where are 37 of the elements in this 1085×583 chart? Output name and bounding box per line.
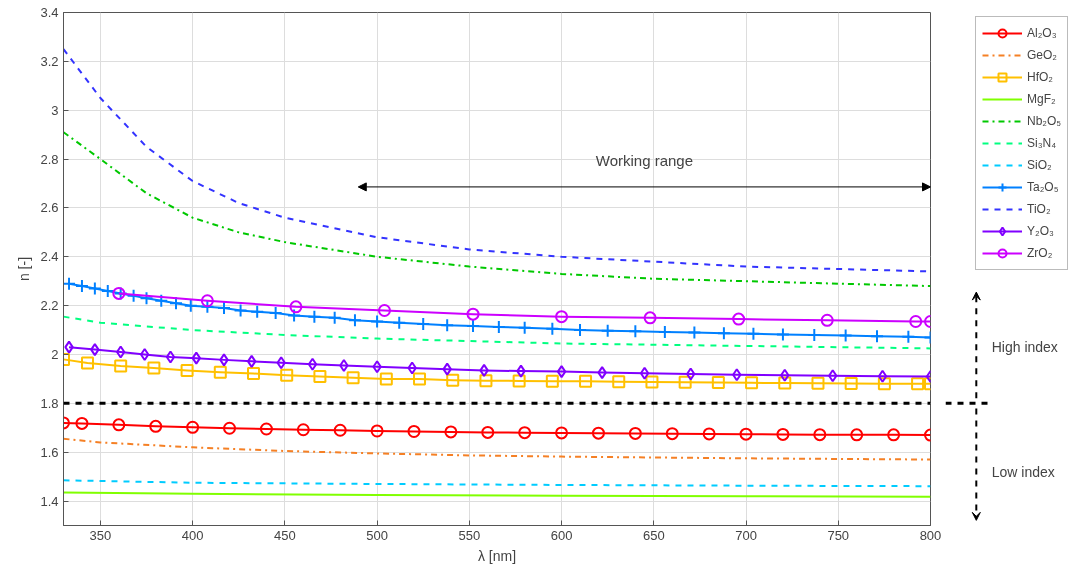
- legend-label: Si₃N₄: [1027, 136, 1057, 150]
- text: Low index: [991, 464, 1055, 481]
- x-tick-label: 750: [827, 527, 850, 543]
- x-tick-label: 600: [550, 527, 573, 543]
- annotation: Working range: [595, 151, 694, 169]
- y-tick-label: 2.6: [40, 200, 59, 216]
- x-tick-label: 350: [89, 527, 112, 543]
- y-tick-label: 2: [51, 347, 59, 362]
- x-tick-label: 450: [274, 527, 296, 543]
- y-tick-label: 2.4: [40, 249, 59, 265]
- y-tick-label: 1.4: [40, 493, 59, 509]
- legend-label: Al₂O₃: [1027, 26, 1057, 40]
- x-tick-label: 500: [366, 527, 388, 543]
- y-tick-label: 3.2: [40, 53, 59, 69]
- legend-label: TiO₂: [1027, 202, 1051, 216]
- x-tick-label: 800: [919, 527, 942, 543]
- y-tick-label: 1.6: [40, 444, 59, 460]
- legend-label: Nb₂O₅: [1027, 114, 1062, 128]
- legend-label: MgF₂: [1027, 92, 1056, 106]
- y-tick-label: 3.4: [40, 5, 59, 20]
- legend-label: SiO₂: [1027, 158, 1052, 172]
- legend-label: Ta₂O₅: [1027, 180, 1059, 194]
- y-tick-label: 3: [51, 102, 59, 118]
- text: High index: [991, 338, 1058, 355]
- x-tick-label: 650: [642, 527, 665, 543]
- x-tick-label: 400: [181, 527, 204, 543]
- x-tick-label: 700: [735, 527, 757, 543]
- legend-label: GeO₂: [1027, 48, 1057, 62]
- y-tick-label: 2.8: [40, 151, 59, 167]
- legend-label: HfO₂: [1027, 70, 1053, 84]
- x-axis-title: λ [nm]: [477, 547, 517, 564]
- y-tick-label: 2.2: [40, 298, 59, 314]
- y-tick-label: 1.8: [40, 395, 59, 411]
- x-tick-label: 550: [458, 527, 481, 543]
- legend-label: Y₂O₃: [1027, 224, 1054, 238]
- legend-label: ZrO₂: [1027, 246, 1053, 260]
- y-axis-title: n [-]: [16, 256, 33, 282]
